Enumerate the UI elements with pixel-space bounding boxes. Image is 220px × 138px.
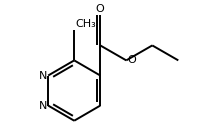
Text: N: N <box>39 101 47 111</box>
Text: CH₃: CH₃ <box>75 19 96 30</box>
Text: O: O <box>128 55 136 65</box>
Text: O: O <box>96 4 105 14</box>
Text: N: N <box>39 71 47 80</box>
